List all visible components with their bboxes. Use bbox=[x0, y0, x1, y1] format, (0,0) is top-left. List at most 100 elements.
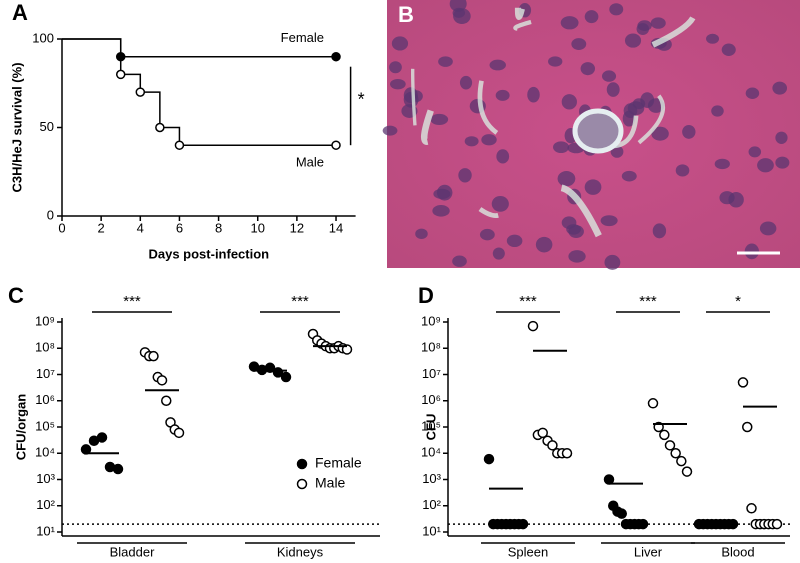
nucleus bbox=[606, 82, 620, 97]
data-point bbox=[737, 377, 749, 388]
nucleus bbox=[775, 156, 790, 169]
data-point bbox=[483, 453, 495, 465]
data-point bbox=[659, 429, 670, 441]
vessel bbox=[420, 109, 434, 145]
data-point bbox=[647, 398, 659, 409]
data-point bbox=[537, 427, 548, 439]
data-point bbox=[341, 344, 353, 355]
nucleus bbox=[728, 192, 744, 208]
x-axis-title: Days post-infection bbox=[148, 246, 269, 261]
nucleus bbox=[479, 228, 495, 241]
nucleus bbox=[584, 10, 599, 24]
y-axis-title: CFU bbox=[423, 414, 438, 441]
nucleus bbox=[415, 228, 428, 240]
data-point bbox=[527, 320, 539, 332]
histology-image bbox=[382, 0, 800, 270]
data-point bbox=[676, 455, 687, 467]
survival-marker bbox=[135, 87, 146, 97]
nucleus bbox=[403, 87, 418, 104]
y-tick-label: 10⁶ bbox=[421, 392, 441, 407]
y-tick-label: 10⁷ bbox=[36, 366, 55, 381]
x-tick-label: 2 bbox=[98, 220, 105, 235]
nucleus bbox=[609, 3, 624, 16]
nucleus bbox=[459, 75, 473, 90]
y-tick-label: 100 bbox=[32, 30, 54, 45]
group-label: Spleen bbox=[508, 544, 548, 559]
survival-marker bbox=[174, 140, 185, 150]
significance-label: *** bbox=[291, 293, 309, 310]
data-point bbox=[96, 432, 108, 443]
y-tick-label: 10² bbox=[36, 497, 55, 512]
survival-marker bbox=[331, 51, 341, 62]
nucleus bbox=[675, 164, 690, 177]
y-tick-label: 10⁶ bbox=[35, 392, 55, 407]
vessel bbox=[411, 68, 417, 126]
y-tick-label: 10¹ bbox=[422, 523, 441, 538]
group-label: Liver bbox=[634, 544, 663, 559]
data-point bbox=[280, 371, 292, 383]
vessel bbox=[477, 80, 499, 135]
nucleus bbox=[495, 89, 510, 101]
vessel bbox=[478, 207, 499, 218]
nucleus bbox=[438, 56, 453, 67]
nucleus bbox=[571, 38, 587, 50]
significance-label: * bbox=[735, 293, 741, 310]
x-tick-label: 12 bbox=[290, 220, 304, 235]
nucleus bbox=[775, 131, 788, 144]
vessel bbox=[514, 7, 525, 20]
y-tick-label: 10⁵ bbox=[421, 418, 441, 433]
nucleus bbox=[496, 149, 510, 164]
nucleus bbox=[748, 146, 762, 158]
nucleus bbox=[604, 254, 621, 270]
y-tick-label: 10⁹ bbox=[421, 313, 441, 328]
nucleus bbox=[759, 221, 777, 236]
nucleus bbox=[491, 195, 509, 212]
nucleus bbox=[436, 184, 453, 201]
y-tick-label: 10² bbox=[422, 497, 441, 512]
data-point bbox=[112, 463, 124, 475]
nucleus bbox=[711, 105, 724, 117]
series-label: Male bbox=[296, 155, 324, 170]
legend-label: Female bbox=[315, 455, 362, 471]
nucleus bbox=[382, 125, 398, 136]
nucleus bbox=[601, 70, 617, 82]
nucleus bbox=[481, 134, 497, 146]
nucleus bbox=[389, 61, 402, 74]
nucleus bbox=[548, 56, 563, 67]
data-point bbox=[746, 503, 757, 514]
group-label: Kidneys bbox=[277, 544, 324, 559]
nucleus bbox=[600, 215, 618, 227]
x-tick-label: 0 bbox=[58, 220, 65, 235]
nucleus bbox=[557, 171, 576, 187]
y-axis-title: CFU/organ bbox=[13, 394, 28, 461]
y-tick-label: 10¹ bbox=[36, 523, 55, 538]
significance-label: * bbox=[358, 90, 365, 110]
nucleus bbox=[506, 234, 523, 247]
nucleus bbox=[449, 0, 467, 12]
nucleus bbox=[650, 17, 666, 29]
x-tick-label: 4 bbox=[137, 220, 144, 235]
data-point bbox=[517, 518, 529, 530]
nucleus bbox=[621, 170, 637, 182]
y-tick-label: 50 bbox=[40, 119, 54, 134]
y-tick-label: 10³ bbox=[422, 471, 441, 486]
data-point bbox=[670, 448, 681, 459]
y-tick-label: 10⁸ bbox=[35, 340, 55, 355]
nucleus bbox=[489, 59, 506, 71]
y-tick-label: 0 bbox=[47, 207, 54, 222]
vessel bbox=[651, 16, 696, 48]
y-tick-label: 10⁴ bbox=[35, 445, 55, 460]
survival-line bbox=[62, 38, 337, 146]
parasite bbox=[572, 108, 624, 154]
nucleus bbox=[535, 236, 553, 253]
survival-marker bbox=[115, 69, 126, 80]
series-label: Female bbox=[281, 30, 324, 45]
x-tick-label: 6 bbox=[176, 220, 183, 235]
nucleus bbox=[652, 223, 667, 239]
nucleus bbox=[560, 16, 579, 30]
data-point bbox=[547, 440, 558, 451]
nucleus bbox=[566, 224, 581, 235]
nucleus bbox=[568, 250, 586, 263]
data-point bbox=[173, 427, 185, 439]
panel-label: D bbox=[418, 283, 434, 308]
